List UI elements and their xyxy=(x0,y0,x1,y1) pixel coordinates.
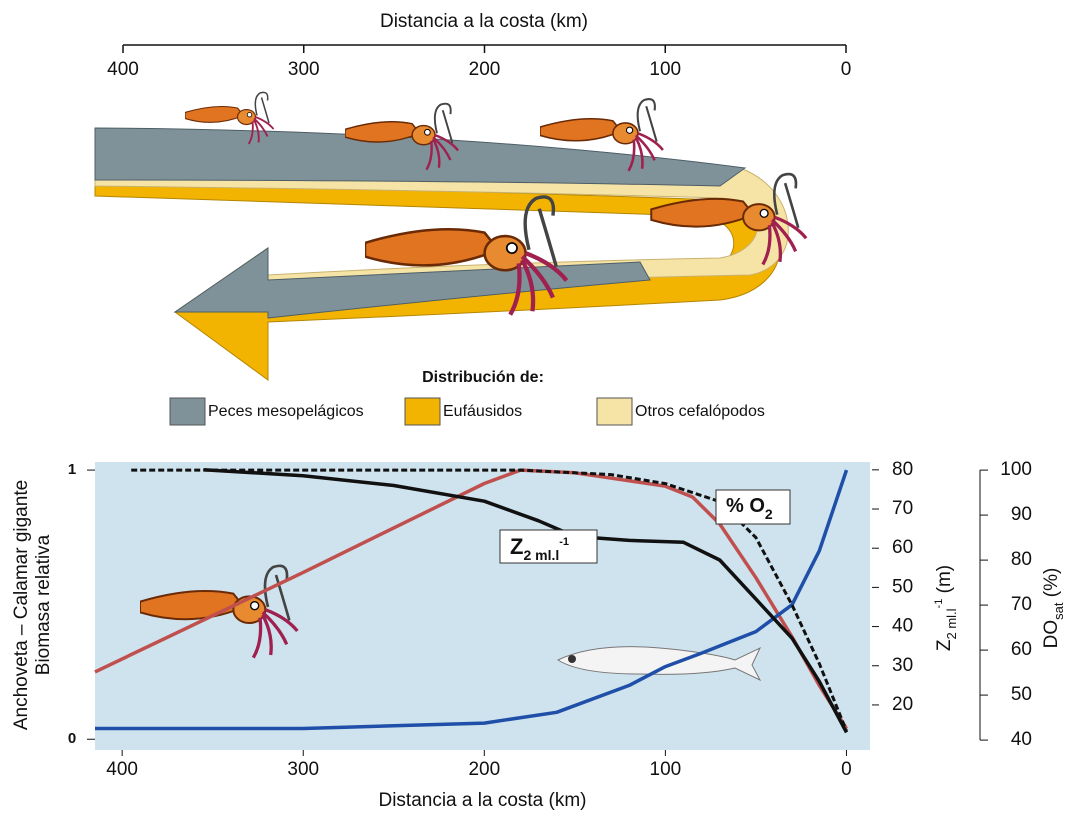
y-tick-label: 0 xyxy=(68,730,76,747)
y3-axis-title-part: DO xyxy=(1041,620,1062,649)
legend-swatch xyxy=(169,397,206,426)
y2-axis-title-part: Z xyxy=(934,639,955,651)
top-tick-label: 100 xyxy=(649,59,681,80)
y-axis-title: Biomasa relativa xyxy=(33,534,54,675)
legend-items: Peces mesopelágicos Eufáusidos Otros cefal… xyxy=(169,397,765,426)
x-tick-label: 400 xyxy=(106,759,138,780)
y3-tick-label: 80 xyxy=(1011,549,1032,570)
x-axis-title: Distancia a la costa (km) xyxy=(378,790,586,811)
y3-axis-title: DOsat (%) xyxy=(1041,568,1066,649)
anchovy-icon xyxy=(556,646,762,682)
migration-diagram xyxy=(94,91,808,381)
top-tick-label: 400 xyxy=(107,59,139,80)
y3-tick-label: 60 xyxy=(1011,639,1032,660)
y3-tick-label: 50 xyxy=(1011,684,1032,705)
annotation-part: % O xyxy=(726,495,765,517)
legend-title: Distribución de: xyxy=(422,369,544,386)
series-line xyxy=(95,469,849,731)
series-line xyxy=(203,468,849,734)
y-axis-title: Anchoveta – Calamar gigante xyxy=(11,480,32,730)
legend-label: Eufáusidos xyxy=(443,403,522,420)
top-ticks: 400 300 200 100 0 xyxy=(107,45,851,80)
annotation-part: Z xyxy=(510,534,523,559)
annotation-part: -1 xyxy=(559,536,569,548)
x-tick-label: 300 xyxy=(287,759,319,780)
y3-axis-title-part: (%) xyxy=(1041,568,1062,603)
annotation-box xyxy=(499,529,598,564)
y3-axis-title-part: sat xyxy=(1051,602,1066,620)
legend-swatch xyxy=(596,397,633,426)
y2-tick-label: 60 xyxy=(892,537,913,558)
legend-label: Peces mesopelágicos xyxy=(208,403,364,420)
y2-tick-label: 70 xyxy=(892,498,913,519)
y2-axis-title-part: 2 ml.l xyxy=(944,608,959,639)
y3-tick-label: 100 xyxy=(1000,459,1032,480)
y2-tick-label: 40 xyxy=(892,616,913,637)
y2-axis-title-part: -1 xyxy=(933,599,945,609)
annotation-box xyxy=(715,489,791,525)
series-line xyxy=(131,468,848,732)
annotation: % O2 xyxy=(726,495,773,521)
y2-axis-title-part: (m) xyxy=(934,565,955,599)
y2-tick-label: 30 xyxy=(892,655,913,676)
annotation-part: 2 xyxy=(765,506,773,522)
y2-tick-label: 20 xyxy=(892,694,913,715)
y3-tick-label: 90 xyxy=(1011,504,1032,525)
top-axis-title: Distancia a la costa (km) xyxy=(380,11,588,32)
legend: Distribución de: Peces mesopelágicos Eufá… xyxy=(169,369,765,426)
x-tick-label: 200 xyxy=(468,759,500,780)
y2-tick-label: 50 xyxy=(892,576,913,597)
y2-tick-label: 80 xyxy=(892,459,913,480)
x-tick-label: 100 xyxy=(650,759,682,780)
anchovy-eye xyxy=(568,655,576,663)
legend-label: Otros cefalópodos xyxy=(635,403,765,420)
y2-axis-title: Z2 ml.l-1 (m) xyxy=(933,565,959,651)
y3-tick-label: 40 xyxy=(1011,729,1032,750)
annotation: Z2 ml.l-1 xyxy=(510,534,569,563)
top-tick-label: 0 xyxy=(841,59,852,80)
chart: 400 300 200 100 0 Distancia a la costa (km) 0 1… xyxy=(11,459,1066,811)
top-tick-label: 300 xyxy=(288,59,320,80)
top-tick-label: 200 xyxy=(469,59,501,80)
top-axis: Distancia a la costa (km) 400 300 200 100 0 xyxy=(107,11,851,80)
annotation-part: 2 ml.l xyxy=(523,547,559,563)
y3-tick-label: 70 xyxy=(1011,594,1032,615)
x-tick-label: 0 xyxy=(841,759,852,780)
y-tick-label: 1 xyxy=(68,461,76,478)
legend-swatch xyxy=(404,397,441,426)
